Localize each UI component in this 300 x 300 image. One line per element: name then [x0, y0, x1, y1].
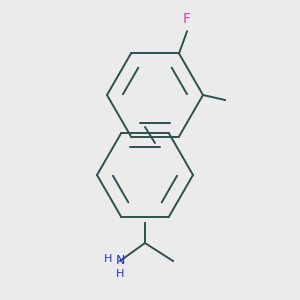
Text: F: F	[183, 12, 191, 26]
Text: H: H	[104, 254, 112, 264]
Text: N: N	[115, 254, 125, 268]
Text: H: H	[116, 269, 124, 279]
